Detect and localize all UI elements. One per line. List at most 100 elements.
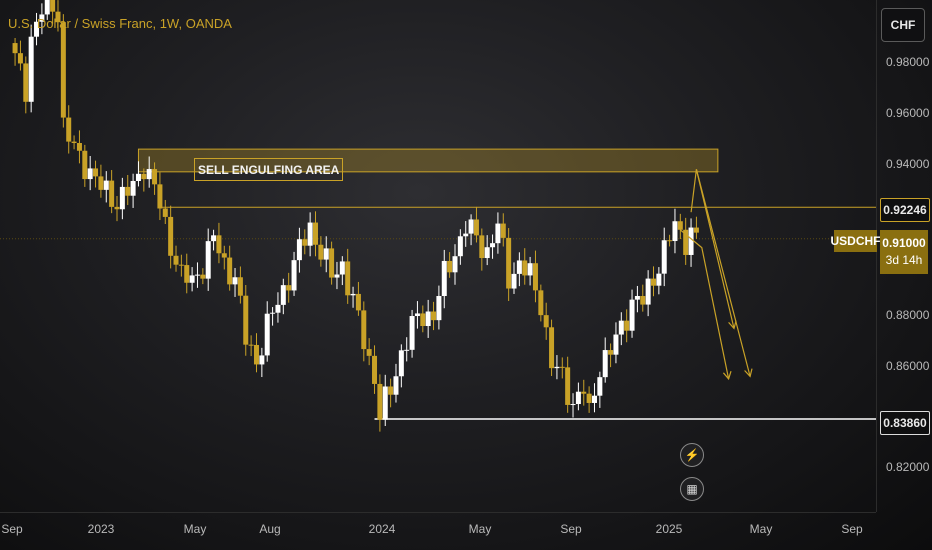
candle-body [339, 261, 345, 275]
candle-body [216, 235, 222, 254]
candle-body [345, 261, 351, 296]
weekly-candle [76, 130, 82, 164]
candle-body [259, 355, 265, 365]
candle-body [243, 295, 249, 345]
weekly-candle [205, 228, 211, 291]
weekly-candle [119, 177, 125, 220]
weekly-candle [452, 244, 458, 285]
projection-path [695, 169, 735, 329]
projection-arrowhead [744, 368, 753, 378]
candle-body [414, 313, 420, 317]
weekly-candle [393, 363, 399, 403]
currency-badge[interactable]: CHF [881, 8, 925, 42]
candle-body [34, 21, 40, 37]
weekly-candle [468, 214, 474, 246]
projection-arrowhead [722, 371, 732, 381]
candle-body [661, 240, 667, 274]
candle-body [66, 117, 72, 142]
candle-body [570, 404, 576, 406]
candle-body [307, 222, 313, 246]
weekly-candle [162, 199, 168, 225]
candle-body [221, 253, 227, 258]
candle-body [313, 222, 319, 245]
candle-body [597, 377, 603, 396]
candle-body [640, 296, 646, 305]
candle-body [549, 327, 555, 369]
candle-body [366, 349, 372, 356]
weekly-candle [307, 212, 313, 257]
candle-body [227, 257, 233, 285]
weekly-candle [66, 105, 72, 154]
weekly-candle [554, 355, 560, 380]
x-tick-label: 2023 [87, 522, 115, 536]
candle-body [329, 248, 335, 278]
weekly-candle [634, 285, 640, 313]
candle-body [44, 0, 50, 15]
weekly-candle [538, 284, 544, 322]
weekly-candle [114, 195, 120, 222]
weekly-candle [318, 236, 324, 267]
weekly-candle [656, 267, 662, 295]
weekly-candle [232, 268, 238, 297]
weekly-candle [253, 333, 259, 373]
candle-body [135, 173, 141, 181]
candle-body [404, 349, 410, 351]
weekly-candle [581, 379, 587, 406]
weekly-candle [152, 162, 158, 195]
price-scale-border [876, 0, 877, 512]
weekly-candle [286, 272, 292, 303]
weekly-candle [473, 206, 479, 243]
weekly-candle [436, 285, 442, 330]
weekly-candle [683, 217, 689, 265]
candle-body [71, 141, 77, 144]
candle-body [194, 274, 200, 276]
weekly-candle [82, 144, 88, 187]
weekly-candle [500, 213, 506, 247]
weekly-candle [55, 0, 61, 32]
weekly-candle [575, 382, 581, 411]
candle-body [490, 243, 496, 248]
weekly-candle [693, 216, 699, 239]
weekly-candle [93, 160, 99, 188]
candle-body [516, 260, 522, 274]
weekly-candle [194, 262, 200, 288]
weekly-candle [420, 305, 426, 333]
weekly-candle [570, 393, 576, 418]
candle-body [495, 223, 501, 244]
candle-body [425, 311, 431, 327]
candle-body [205, 241, 211, 279]
candle-body [629, 299, 635, 331]
weekly-candle [661, 227, 667, 287]
candle-body [82, 150, 88, 180]
sell-engulfing-zone [137, 148, 719, 173]
candle-body [522, 260, 528, 276]
candle-body [436, 296, 442, 321]
candle-body [232, 277, 238, 285]
weekly-candle [135, 161, 141, 187]
candle-body [146, 169, 152, 180]
weekly-candle [506, 228, 512, 301]
weekly-candle [618, 312, 624, 346]
weekly-candle [211, 229, 217, 251]
weekly-candle [388, 378, 394, 408]
weekly-candle [339, 256, 345, 286]
candle-body [55, 11, 61, 23]
y-tick-label: 0.88000 [886, 308, 930, 322]
lightning-icon[interactable]: ⚡ [680, 443, 704, 467]
weekly-candle [559, 357, 565, 379]
weekly-candle [87, 156, 93, 191]
weekly-candle [361, 301, 367, 362]
weekly-candle [479, 228, 485, 271]
candle-body [554, 366, 560, 369]
weekly-candle [71, 135, 77, 150]
bar-countdown: 3d 14h [885, 253, 923, 267]
weekly-candle [141, 168, 147, 192]
candle-body [39, 14, 45, 22]
candle-body [168, 216, 174, 256]
weekly-candle [44, 0, 50, 20]
y-tick-label: 0.82000 [886, 460, 930, 474]
candle-body [447, 260, 453, 273]
calendar-icon[interactable]: ▦ [680, 477, 704, 501]
